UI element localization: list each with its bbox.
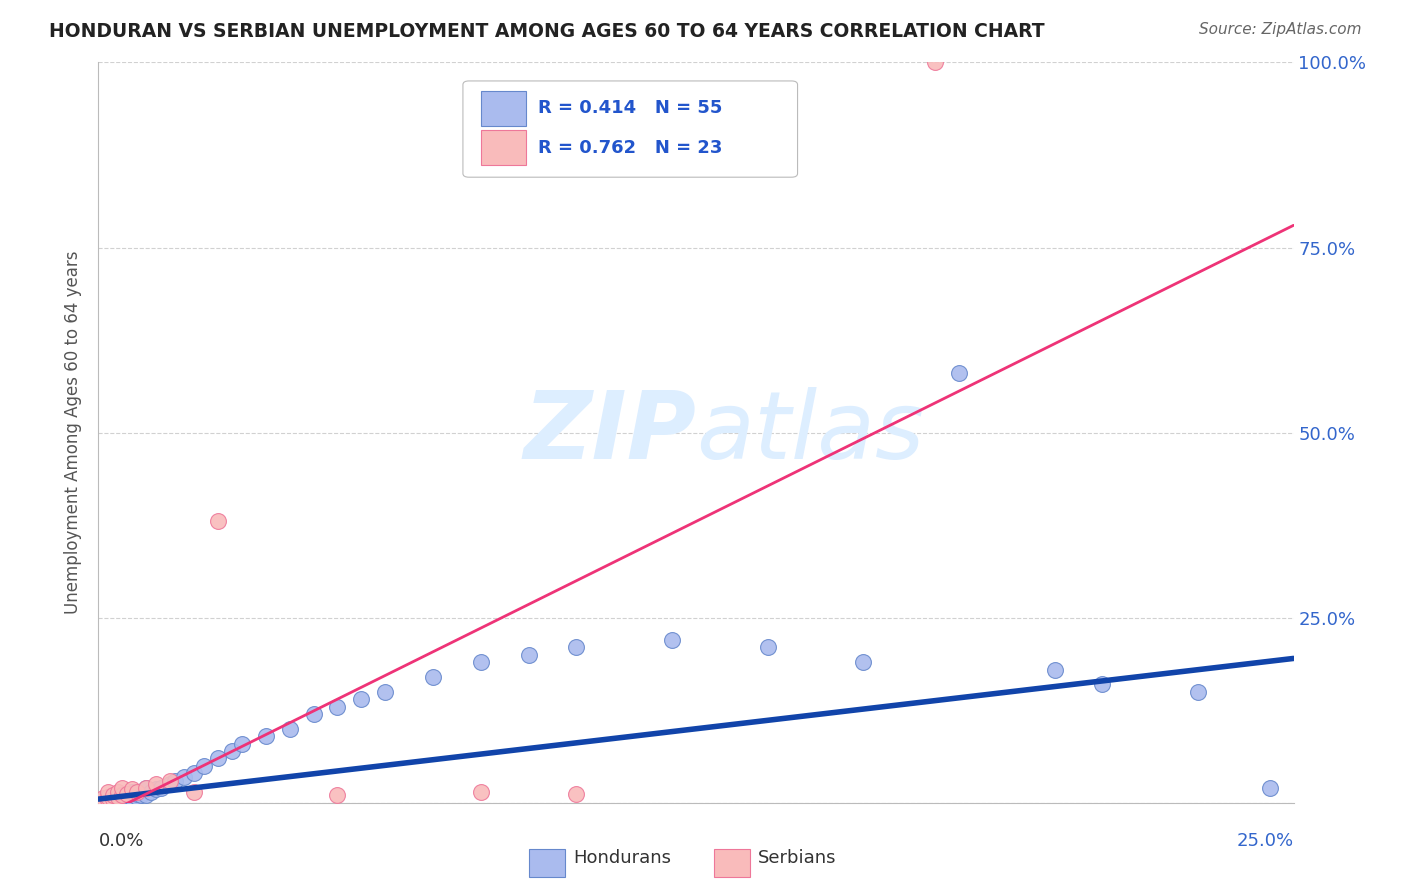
Text: R = 0.414   N = 55: R = 0.414 N = 55 — [538, 99, 723, 118]
Point — [661, 632, 683, 647]
Point — [374, 685, 396, 699]
Point — [302, 706, 325, 721]
Point — [97, 793, 120, 807]
Point — [101, 789, 124, 803]
Point — [135, 780, 157, 795]
Point — [107, 789, 129, 804]
Bar — [481, 91, 526, 126]
Point — [1091, 677, 1114, 691]
Point — [111, 780, 134, 795]
Point — [470, 785, 492, 799]
Bar — [714, 848, 749, 877]
Point — [111, 792, 134, 806]
Point — [121, 785, 143, 799]
Point — [101, 794, 124, 808]
Text: HONDURAN VS SERBIAN UNEMPLOYMENT AMONG AGES 60 TO 64 YEARS CORRELATION CHART: HONDURAN VS SERBIAN UNEMPLOYMENT AMONG A… — [49, 22, 1045, 41]
Point — [111, 787, 134, 801]
Bar — [481, 130, 526, 165]
Point — [221, 744, 243, 758]
Point — [145, 782, 167, 797]
Point — [139, 785, 162, 799]
Point — [948, 367, 970, 381]
Point — [115, 789, 138, 803]
Point — [326, 699, 349, 714]
Point — [97, 794, 120, 808]
Point — [91, 792, 114, 806]
Point — [135, 780, 157, 795]
Point — [852, 655, 875, 669]
Point — [326, 789, 349, 803]
Point — [107, 785, 129, 799]
Point — [470, 655, 492, 669]
Text: atlas: atlas — [696, 387, 924, 478]
Point — [97, 791, 120, 805]
Point — [1258, 780, 1281, 795]
Point — [193, 758, 215, 772]
Point — [97, 793, 120, 807]
Point — [159, 773, 181, 788]
FancyBboxPatch shape — [463, 81, 797, 178]
Text: 25.0%: 25.0% — [1236, 832, 1294, 850]
Point — [97, 785, 120, 799]
Text: Hondurans: Hondurans — [572, 849, 671, 867]
Text: 0.0%: 0.0% — [98, 832, 143, 850]
Point — [173, 770, 195, 784]
Text: Source: ZipAtlas.com: Source: ZipAtlas.com — [1198, 22, 1361, 37]
Bar — [529, 848, 565, 877]
Text: Serbians: Serbians — [758, 849, 837, 867]
Point — [159, 777, 181, 791]
Point — [101, 792, 124, 806]
Point — [101, 789, 124, 803]
Point — [125, 787, 148, 801]
Point — [231, 737, 253, 751]
Point — [101, 792, 124, 806]
Point — [565, 640, 588, 655]
Point — [121, 790, 143, 805]
Point — [91, 791, 114, 805]
Point — [207, 515, 229, 529]
Point — [97, 789, 120, 804]
Point — [97, 789, 120, 804]
Point — [135, 789, 157, 803]
Point — [1043, 663, 1066, 677]
Point — [145, 777, 167, 791]
Point — [125, 789, 148, 804]
Point — [131, 789, 153, 803]
Y-axis label: Unemployment Among Ages 60 to 64 years: Unemployment Among Ages 60 to 64 years — [65, 251, 83, 615]
Point — [254, 729, 277, 743]
Point — [207, 751, 229, 765]
Point — [163, 773, 186, 788]
Point — [183, 785, 205, 799]
Point — [111, 789, 134, 804]
Point — [1187, 685, 1209, 699]
Point — [107, 791, 129, 805]
Point — [91, 794, 114, 808]
Point — [91, 794, 114, 808]
Point — [422, 670, 444, 684]
Point — [115, 787, 138, 801]
Point — [125, 785, 148, 799]
Text: R = 0.762   N = 23: R = 0.762 N = 23 — [538, 138, 723, 157]
Point — [111, 789, 134, 803]
Point — [350, 692, 373, 706]
Point — [278, 722, 301, 736]
Point — [107, 789, 129, 804]
Point — [91, 794, 114, 808]
Point — [517, 648, 540, 662]
Text: ZIP: ZIP — [523, 386, 696, 479]
Point — [149, 780, 172, 795]
Point — [565, 787, 588, 801]
Point — [121, 782, 143, 797]
Point — [115, 791, 138, 805]
Point — [107, 793, 129, 807]
Point — [183, 766, 205, 780]
Point — [101, 790, 124, 805]
Point — [924, 55, 946, 70]
Point — [756, 640, 779, 655]
